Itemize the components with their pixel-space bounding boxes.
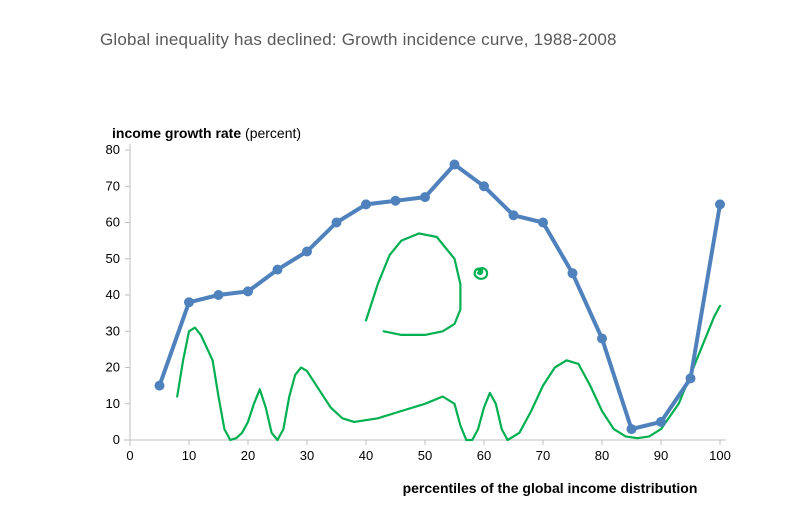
data-point (273, 265, 283, 275)
data-point (597, 334, 607, 344)
elephant-doodle (466, 393, 507, 440)
x-tick-label: 90 (654, 448, 668, 463)
data-point (184, 297, 194, 307)
data-point (686, 373, 696, 383)
data-point (243, 286, 253, 296)
data-point (391, 196, 401, 206)
y-tick-label: 10 (106, 396, 120, 411)
y-tick-label: 60 (106, 215, 120, 230)
elephant-eye-fill (478, 268, 482, 272)
data-point (479, 181, 489, 191)
x-tick-label: 40 (359, 448, 373, 463)
x-tick-label: 80 (595, 448, 609, 463)
y-tick-label: 40 (106, 287, 120, 302)
data-point (538, 218, 548, 228)
y-tick-label: 50 (106, 251, 120, 266)
data-point (332, 218, 342, 228)
x-tick-label: 20 (241, 448, 255, 463)
y-tick-label: 70 (106, 178, 120, 193)
data-point (155, 381, 165, 391)
data-point (509, 210, 519, 220)
elephant-doodle (278, 368, 355, 441)
y-tick-label: 80 (106, 142, 120, 157)
elephant-doodle (230, 389, 277, 440)
data-point (715, 199, 725, 209)
y-tick-label: 20 (106, 360, 120, 375)
data-point (627, 424, 637, 434)
data-point (214, 290, 224, 300)
x-tick-label: 100 (709, 448, 731, 463)
x-tick-label: 10 (182, 448, 196, 463)
growth-incidence-line (160, 165, 721, 430)
x-tick-label: 30 (300, 448, 314, 463)
y-tick-label: 0 (113, 432, 120, 447)
x-tick-label: 70 (536, 448, 550, 463)
chart-svg: 0 10 20 30 40 50 60 70 80 0 10 20 30 40 50 60 70 80 90 100 (0, 0, 800, 525)
x-tick-label: 60 (477, 448, 491, 463)
elephant-doodle (366, 233, 460, 335)
x-tick-label: 50 (418, 448, 432, 463)
data-point (450, 160, 460, 170)
elephant-doodle (354, 397, 466, 441)
elephant-doodle (508, 360, 579, 440)
data-point (361, 199, 371, 209)
data-point (568, 268, 578, 278)
data-point (656, 417, 666, 427)
y-tick-label: 30 (106, 323, 120, 338)
data-point (420, 192, 430, 202)
elephant-doodle (177, 328, 230, 440)
data-point (302, 247, 312, 257)
x-tick-label: 0 (126, 448, 133, 463)
